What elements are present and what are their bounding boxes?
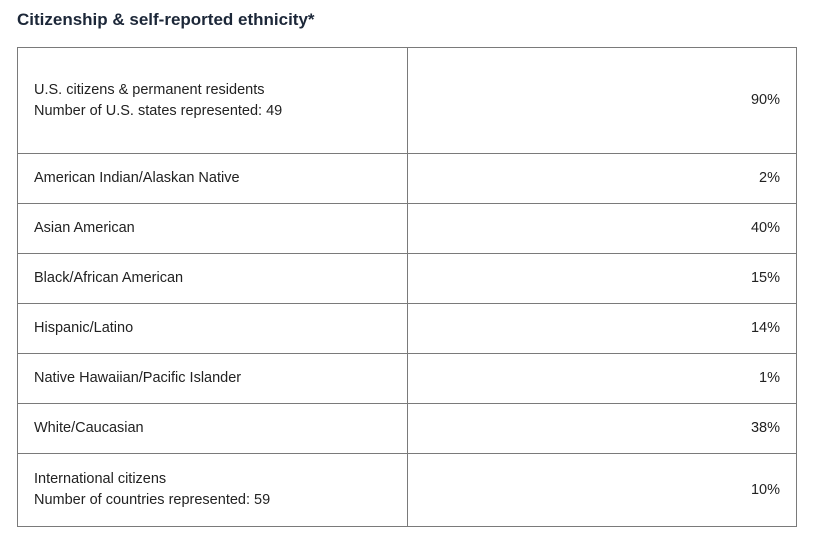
table-row: Asian American 40% bbox=[17, 203, 797, 254]
row-label-text: U.S. citizens & permanent residents bbox=[34, 81, 265, 98]
citizenship-ethnicity-table: U.S. citizens & permanent residents Numbe… bbox=[17, 47, 797, 527]
row-sublabel-text: Number of countries represented: 59 bbox=[34, 492, 271, 508]
row-value: 15% bbox=[407, 253, 797, 304]
row-value: 10% bbox=[407, 453, 797, 527]
table-row: Native Hawaiian/Pacific Islander 1% bbox=[17, 353, 797, 404]
row-label: American Indian/Alaskan Native bbox=[17, 153, 408, 204]
row-label-text: International citizens bbox=[34, 471, 167, 487]
table-row: White/Caucasian 38% bbox=[17, 403, 797, 454]
row-sublabel-text: Number of U.S. states represented: 49 bbox=[34, 102, 283, 119]
row-label: International citizens Number of countrie… bbox=[17, 453, 408, 527]
row-label-text: American Indian/Alaskan Native bbox=[34, 170, 240, 186]
row-value: 1% bbox=[407, 353, 797, 404]
row-value: 2% bbox=[407, 153, 797, 204]
row-label: U.S. citizens & permanent residents Numbe… bbox=[17, 47, 408, 154]
row-value: 40% bbox=[407, 203, 797, 254]
table-row: American Indian/Alaskan Native 2% bbox=[17, 153, 797, 204]
row-label-text: Asian American bbox=[34, 220, 135, 236]
row-label: White/Caucasian bbox=[17, 403, 408, 454]
table-row: U.S. citizens & permanent residents Numbe… bbox=[17, 47, 797, 154]
row-label-text: Black/African American bbox=[34, 270, 184, 286]
row-label-text: Hispanic/Latino bbox=[34, 320, 134, 336]
table-row: Black/African American 15% bbox=[17, 253, 797, 304]
table-row: International citizens Number of countrie… bbox=[17, 453, 797, 527]
row-value: 14% bbox=[407, 303, 797, 354]
row-label: Native Hawaiian/Pacific Islander bbox=[17, 353, 408, 404]
row-value: 90% bbox=[407, 47, 797, 154]
table-row: Hispanic/Latino 14% bbox=[17, 303, 797, 354]
row-label-text: Native Hawaiian/Pacific Islander bbox=[34, 370, 242, 386]
row-label: Hispanic/Latino bbox=[17, 303, 408, 354]
row-value: 38% bbox=[407, 403, 797, 454]
row-label: Black/African American bbox=[17, 253, 408, 304]
row-label-text: White/Caucasian bbox=[34, 420, 144, 436]
row-label: Asian American bbox=[17, 203, 408, 254]
section-title: Citizenship & self-reported ethnicity* bbox=[17, 10, 315, 29]
